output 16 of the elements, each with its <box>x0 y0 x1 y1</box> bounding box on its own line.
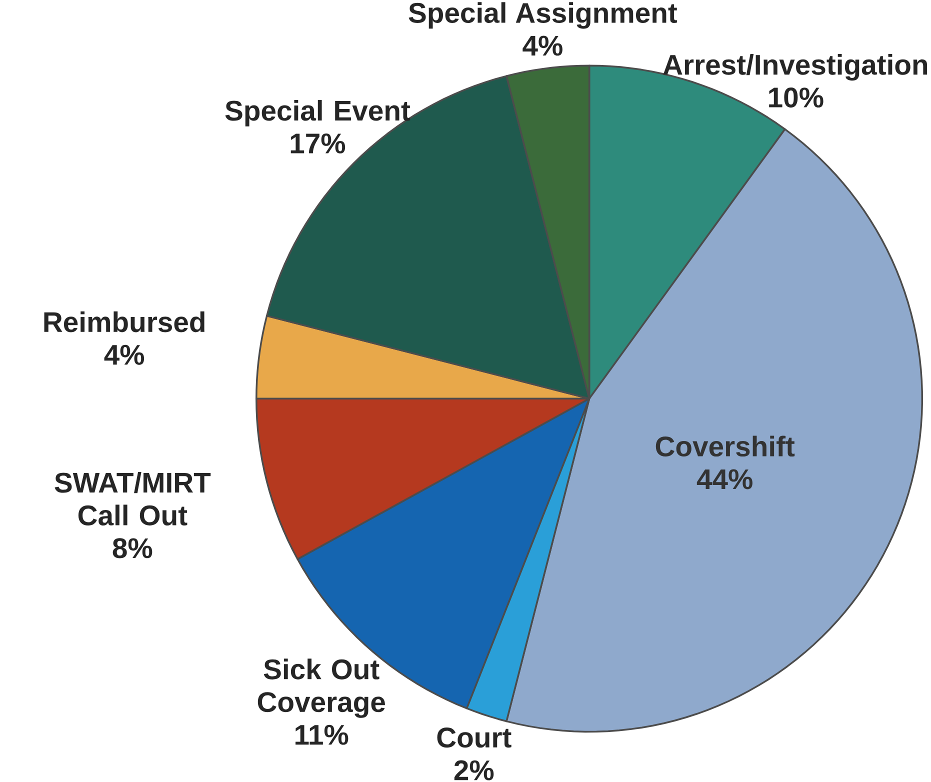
slice-label: Arrest/Investigation <box>663 54 928 80</box>
slice-label: Sick Out Coverage <box>258 658 385 718</box>
data-label: 10% <box>769 87 824 108</box>
data-label: 11% <box>296 724 348 745</box>
data-label: 2% <box>454 760 494 780</box>
slice-label: Court <box>437 727 512 748</box>
data-label: 44% <box>696 469 752 489</box>
data-label: 4% <box>104 344 144 365</box>
data-label: 4% <box>522 35 562 56</box>
slice-label: Special Assignment <box>408 2 678 29</box>
slice-label: Covershift <box>656 435 795 456</box>
slice-label: SWAT/MIRT Call Out <box>54 472 211 526</box>
slice-label: Reimbursed <box>44 311 204 332</box>
data-label: 8% <box>112 538 152 558</box>
slice-label: Special Event <box>225 100 410 126</box>
data-label: 17% <box>290 133 346 154</box>
